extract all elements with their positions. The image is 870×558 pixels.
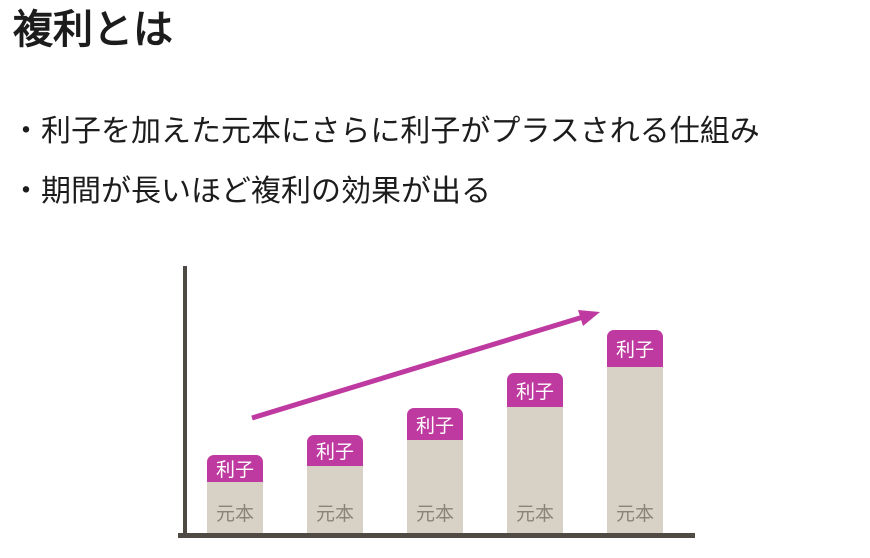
- bullet-item: ・期間が長いほど複利の効果が出る: [11, 175, 491, 208]
- bullet-list: ・利子を加えた元本にさらに利子がプラスされる仕組み ・期間が長いほど複利の効果が…: [11, 110, 760, 230]
- interest-segment: 利子: [307, 435, 363, 466]
- trend-arrow-head: [578, 310, 600, 326]
- stacked-bar: 利子 元本: [307, 435, 363, 533]
- interest-segment: 利子: [607, 330, 663, 367]
- bullet-item: ・利子を加えた元本にさらに利子がプラスされる仕組み: [11, 115, 760, 148]
- slide-title: 複利とは: [13, 8, 173, 52]
- bars: 利子 元本 利子 元本 利子 元本 利子 元本 利子 元本: [207, 330, 663, 533]
- stacked-bar: 利子 元本: [607, 330, 663, 533]
- compound-interest-chart: 利子 元本 利子 元本 利子 元本 利子 元本 利子 元本: [178, 263, 700, 538]
- principal-segment: 元本: [307, 466, 363, 533]
- interest-segment: 利子: [407, 408, 463, 440]
- principal-segment: 元本: [207, 482, 263, 533]
- y-axis-line: [183, 266, 187, 538]
- principal-segment: 元本: [507, 407, 563, 533]
- principal-segment: 元本: [407, 440, 463, 533]
- interest-segment: 利子: [207, 455, 263, 482]
- stacked-bar: 利子 元本: [207, 455, 263, 533]
- principal-segment: 元本: [607, 367, 663, 533]
- x-axis-line: [178, 533, 695, 538]
- interest-segment: 利子: [507, 373, 563, 407]
- stacked-bar: 利子 元本: [507, 373, 563, 533]
- stacked-bar: 利子 元本: [407, 408, 463, 533]
